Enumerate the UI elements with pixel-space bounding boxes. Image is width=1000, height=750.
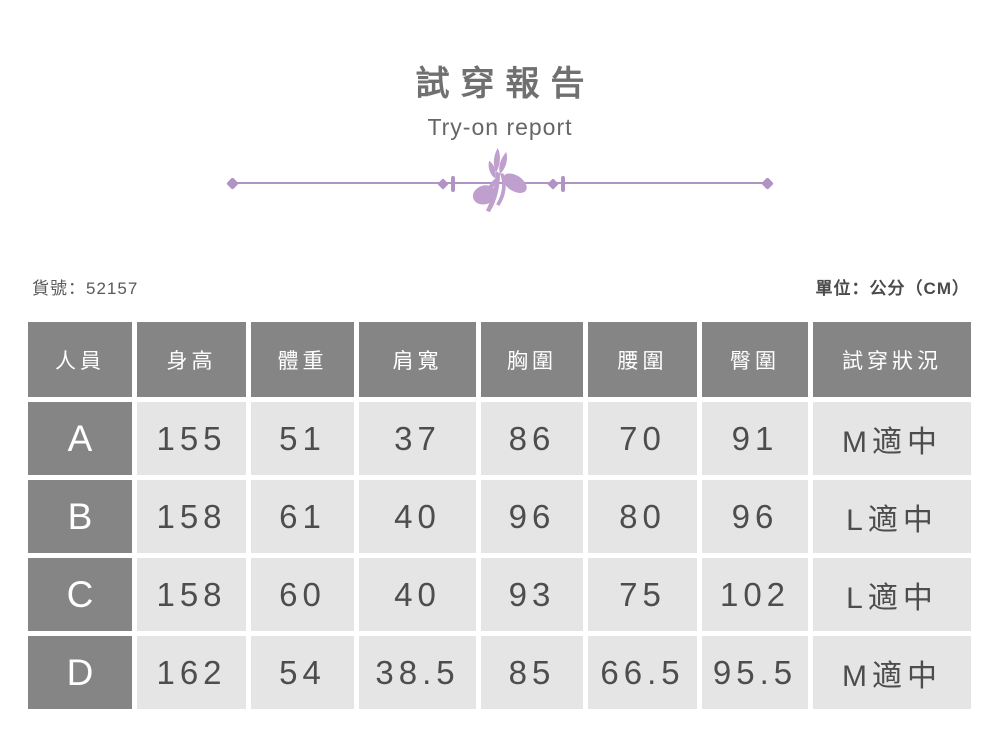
diamond-icon [226,177,239,190]
value-cell: 40 [359,558,476,631]
value-cell: 51 [251,402,354,475]
page-title: 試穿報告 [415,65,596,103]
item-number-label: 貨號：52157 [32,279,139,298]
column-header-hip: 臀圍 [702,322,808,397]
iris-flower-icon [472,148,527,213]
column-header-shoulder: 肩寬 [359,322,476,397]
try-on-report-table: 人員 身高 體重 肩寬 胸圍 腰圍 臀圍 試穿狀況 A 155 51 37 86… [23,317,976,714]
decorative-divider [226,145,774,225]
diamond-tick-ornament-icon [437,175,460,193]
value-cell: 158 [137,480,246,553]
table-row: D 162 54 38.5 85 66.5 95.5 M適中 [28,636,971,709]
person-cell: C [28,558,132,631]
diamond-tick-ornament-icon [547,175,570,193]
fit-status-cell: M適中 [813,402,971,475]
unit-label: 單位：公分（CM） [815,279,970,298]
table-row: A 155 51 37 86 70 91 M適中 [28,402,971,475]
value-cell: 60 [251,558,354,631]
value-cell: 40 [359,480,476,553]
person-cell: B [28,480,132,553]
value-cell: 93 [481,558,583,631]
person-cell: D [28,636,132,709]
value-cell: 37 [359,402,476,475]
value-cell: 85 [481,636,583,709]
column-header-chest: 胸圍 [481,322,583,397]
divider-line [232,182,768,184]
value-cell: 75 [588,558,697,631]
value-cell: 158 [137,558,246,631]
meta-row: 貨號：52157 單位：公分（CM） [32,274,970,299]
value-cell: 70 [588,402,697,475]
header-row: 人員 身高 體重 肩寬 胸圍 腰圍 臀圍 試穿狀況 [28,322,971,397]
value-cell: 80 [588,480,697,553]
value-cell: 66.5 [588,636,697,709]
value-cell: 38.5 [359,636,476,709]
fit-status-cell: L適中 [813,480,971,553]
value-cell: 96 [702,480,808,553]
column-header-fit: 試穿狀況 [813,322,971,397]
value-cell: 102 [702,558,808,631]
page-subtitle: Try-on report [427,114,573,140]
value-cell: 54 [251,636,354,709]
value-cell: 96 [481,480,583,553]
value-cell: 162 [137,636,246,709]
table-row: C 158 60 40 93 75 102 L適中 [28,558,971,631]
value-cell: 61 [251,480,354,553]
value-cell: 95.5 [702,636,808,709]
column-header-height: 身高 [137,322,246,397]
table-row: B 158 61 40 96 80 96 L適中 [28,480,971,553]
fit-status-cell: M適中 [813,636,971,709]
diamond-icon [761,177,774,190]
column-header-person: 人員 [28,322,132,397]
column-header-weight: 體重 [251,322,354,397]
person-cell: A [28,402,132,475]
fit-status-cell: L適中 [813,558,971,631]
value-cell: 86 [481,402,583,475]
value-cell: 155 [137,402,246,475]
value-cell: 91 [702,402,808,475]
column-header-waist: 腰圍 [588,322,697,397]
